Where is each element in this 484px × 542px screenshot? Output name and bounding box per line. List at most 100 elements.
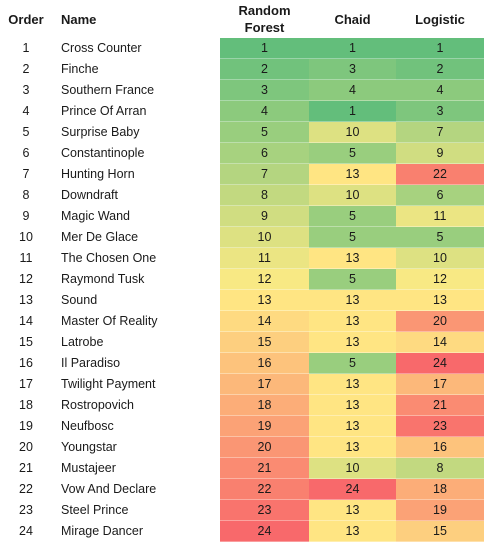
name-cell[interactable]: Mer De Glace [61,230,139,244]
order-cell[interactable]: 17 [19,377,33,391]
logistic-cell[interactable]: 14 [396,331,484,353]
name-cell[interactable]: Hunting Horn [61,167,135,181]
random-forest-cell[interactable]: 9 [220,205,309,227]
order-cell[interactable]: 19 [19,419,33,433]
random-forest-cell[interactable]: 7 [220,163,309,185]
name-cell[interactable]: Constantinople [61,146,145,160]
logistic-cell[interactable]: 3 [396,100,484,122]
random-forest-cell[interactable]: 23 [220,499,309,521]
order-cell[interactable]: 9 [22,209,30,223]
logistic-cell[interactable]: 6 [396,184,484,206]
random-forest-cell[interactable]: 11 [220,247,309,269]
chaid-cell[interactable]: 24 [309,478,396,500]
random-forest-cell[interactable]: 14 [220,310,309,332]
name-cell[interactable]: Latrobe [61,335,104,349]
logistic-cell[interactable]: 11 [396,205,484,227]
random-forest-cell[interactable]: 1 [220,38,309,59]
random-forest-cell[interactable]: 21 [220,457,309,479]
random-forest-cell[interactable]: 24 [220,520,309,542]
chaid-cell[interactable]: 13 [309,520,396,542]
random-forest-cell[interactable]: 20 [220,436,309,458]
order-cell[interactable]: 16 [19,356,33,370]
chaid-cell[interactable]: 13 [309,247,396,269]
logistic-cell[interactable]: 16 [396,436,484,458]
chaid-cell[interactable]: 13 [309,373,396,395]
logistic-cell[interactable]: 13 [396,289,484,311]
order-cell[interactable]: 6 [22,146,30,160]
logistic-cell[interactable]: 12 [396,268,484,290]
random-forest-cell[interactable]: 10 [220,226,309,248]
chaid-cell[interactable]: 13 [309,436,396,458]
chaid-cell[interactable]: 13 [309,163,396,185]
name-cell[interactable]: Rostropovich [61,398,134,412]
name-cell[interactable]: Vow And Declare [61,482,157,496]
logistic-cell[interactable]: 4 [396,79,484,101]
order-cell[interactable]: 11 [19,251,33,265]
order-cell[interactable]: 5 [22,125,30,139]
chaid-cell[interactable]: 4 [309,79,396,101]
logistic-cell[interactable]: 23 [396,415,484,437]
random-forest-cell[interactable]: 5 [220,121,309,143]
order-cell[interactable]: 3 [22,83,30,97]
random-forest-cell[interactable]: 15 [220,331,309,353]
name-cell[interactable]: Master Of Reality [61,314,158,328]
logistic-cell[interactable]: 10 [396,247,484,269]
chaid-cell[interactable]: 5 [309,226,396,248]
name-cell[interactable]: Neufbosc [61,419,114,433]
logistic-cell[interactable]: 7 [396,121,484,143]
logistic-cell[interactable]: 9 [396,142,484,164]
name-cell[interactable]: Mustajeer [61,461,116,475]
random-forest-cell[interactable]: 3 [220,79,309,101]
chaid-cell[interactable]: 13 [309,289,396,311]
logistic-cell[interactable]: 19 [396,499,484,521]
logistic-cell[interactable]: 8 [396,457,484,479]
order-cell[interactable]: 4 [22,104,30,118]
chaid-cell[interactable]: 5 [309,352,396,374]
name-cell[interactable]: Southern France [61,83,155,97]
random-forest-cell[interactable]: 13 [220,289,309,311]
name-cell[interactable]: Magic Wand [61,209,131,223]
chaid-cell[interactable]: 13 [309,415,396,437]
order-cell[interactable]: 1 [22,41,30,56]
chaid-cell[interactable]: 10 [309,184,396,206]
chaid-cell[interactable]: 5 [309,205,396,227]
random-forest-cell[interactable]: 17 [220,373,309,395]
random-forest-cell[interactable]: 12 [220,268,309,290]
random-forest-cell[interactable]: 18 [220,394,309,416]
chaid-cell[interactable]: 10 [309,457,396,479]
chaid-cell[interactable]: 1 [309,100,396,122]
random-forest-cell[interactable]: 22 [220,478,309,500]
name-cell[interactable]: Prince Of Arran [61,104,147,118]
logistic-cell[interactable]: 20 [396,310,484,332]
name-cell[interactable]: Steel Prince [61,503,129,517]
chaid-cell[interactable]: 1 [309,38,396,59]
name-cell[interactable]: Surprise Baby [61,125,140,139]
name-cell[interactable]: Cross Counter [61,41,142,56]
chaid-cell[interactable]: 3 [309,58,396,80]
name-cell[interactable]: Twilight Payment [61,377,156,391]
random-forest-cell[interactable]: 4 [220,100,309,122]
logistic-cell[interactable]: 1 [396,38,484,59]
name-cell[interactable]: Raymond Tusk [61,272,145,286]
order-cell[interactable]: 8 [22,188,30,202]
logistic-cell[interactable]: 17 [396,373,484,395]
chaid-cell[interactable]: 13 [309,331,396,353]
random-forest-cell[interactable]: 16 [220,352,309,374]
chaid-cell[interactable]: 5 [309,268,396,290]
logistic-cell[interactable]: 2 [396,58,484,80]
logistic-cell[interactable]: 18 [396,478,484,500]
order-cell[interactable]: 12 [19,272,33,286]
logistic-cell[interactable]: 15 [396,520,484,542]
order-cell[interactable]: 15 [19,335,33,349]
name-cell[interactable]: Mirage Dancer [61,524,143,538]
order-cell[interactable]: 22 [19,482,33,496]
order-cell[interactable]: 14 [19,314,33,328]
chaid-cell[interactable]: 13 [309,310,396,332]
logistic-cell[interactable]: 5 [396,226,484,248]
chaid-cell[interactable]: 5 [309,142,396,164]
order-cell[interactable]: 13 [19,293,33,307]
logistic-cell[interactable]: 21 [396,394,484,416]
random-forest-cell[interactable]: 19 [220,415,309,437]
name-cell[interactable]: Il Paradiso [61,356,121,370]
order-cell[interactable]: 23 [19,503,33,517]
